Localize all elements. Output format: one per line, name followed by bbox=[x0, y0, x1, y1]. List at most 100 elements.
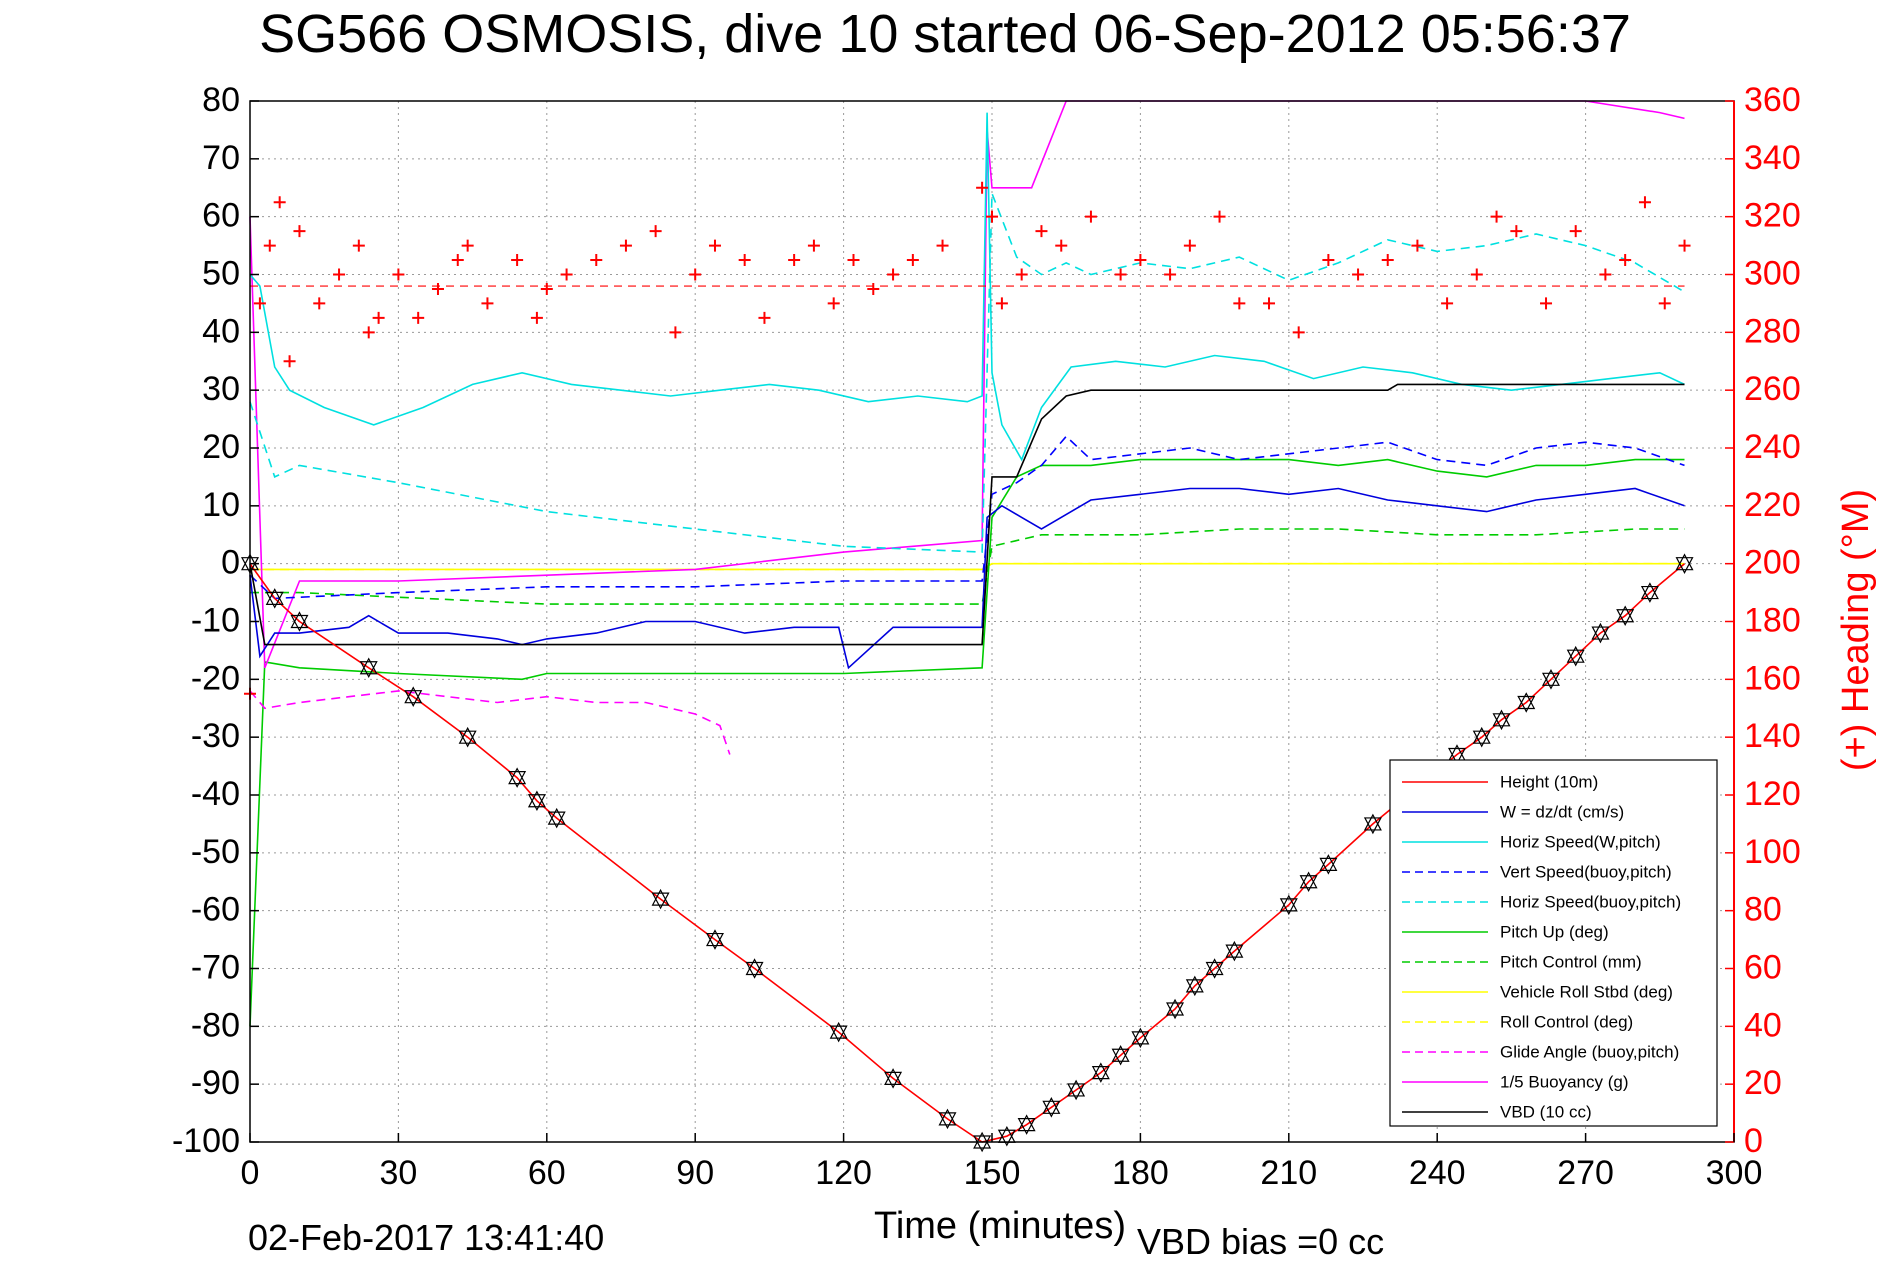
height-marker bbox=[527, 790, 546, 812]
heading-marker bbox=[511, 254, 524, 267]
heading-marker bbox=[263, 239, 276, 252]
heading-marker bbox=[273, 196, 286, 209]
left-y-axis: -100-90-80-70-60-50-40-30-20-10010203040… bbox=[172, 81, 259, 1160]
left-tick-label: 50 bbox=[202, 254, 240, 292]
heading-marker bbox=[431, 282, 444, 295]
height-markers bbox=[241, 553, 1694, 1153]
heading-marker bbox=[451, 254, 464, 267]
heading-marker bbox=[986, 210, 998, 223]
left-tick-label: 70 bbox=[202, 139, 240, 177]
heading-marker bbox=[1352, 268, 1365, 281]
heading-marker bbox=[1569, 225, 1582, 238]
heading-marker bbox=[1213, 210, 1226, 223]
heading-marker bbox=[1638, 196, 1651, 209]
heading-marker bbox=[1134, 254, 1147, 267]
left-tick-label: -20 bbox=[191, 659, 240, 697]
right-tick-label: 100 bbox=[1744, 833, 1801, 871]
heading-marker bbox=[392, 268, 405, 281]
heading-marker bbox=[906, 254, 919, 267]
height-marker bbox=[290, 611, 309, 632]
right-tick-label: 340 bbox=[1744, 139, 1801, 177]
heading-marker bbox=[976, 181, 989, 194]
legend-entry: Pitch Up (deg) bbox=[1500, 922, 1609, 941]
legend-entry: 1/5 Buoyancy (g) bbox=[1500, 1072, 1629, 1091]
heading-marker bbox=[352, 239, 365, 252]
height-marker bbox=[829, 1021, 848, 1043]
height-marker bbox=[1279, 894, 1298, 916]
right-axis-label: (+) Heading (°M) bbox=[1835, 489, 1877, 771]
right-tick-label: 260 bbox=[1744, 370, 1801, 408]
right-tick-label: 360 bbox=[1744, 81, 1801, 119]
heading-marker bbox=[1619, 254, 1632, 267]
heading-marker bbox=[333, 268, 346, 281]
heading-marker bbox=[590, 254, 603, 267]
x-tick-label: 210 bbox=[1260, 1154, 1317, 1192]
chart-title: SG566 OSMOSIS, dive 10 started 06-Sep-20… bbox=[259, 4, 1631, 64]
left-tick-label: -80 bbox=[191, 1006, 240, 1044]
heading-marker bbox=[1540, 297, 1553, 310]
right-tick-label: 20 bbox=[1744, 1064, 1782, 1102]
heading-marker bbox=[807, 239, 820, 252]
heading-marker bbox=[649, 225, 662, 238]
height-marker bbox=[1640, 582, 1659, 603]
legend-entry: Height (10m) bbox=[1500, 772, 1598, 791]
heading-marker bbox=[887, 268, 900, 281]
height-marker bbox=[1225, 940, 1244, 962]
legend-entry: Glide Angle (buoy,pitch) bbox=[1500, 1042, 1679, 1061]
heading-markers bbox=[244, 181, 1691, 700]
heading-marker bbox=[1114, 268, 1127, 281]
right-tick-label: 160 bbox=[1744, 659, 1801, 697]
height-marker bbox=[1131, 1027, 1150, 1049]
right-tick-label: 220 bbox=[1744, 486, 1801, 524]
heading-marker bbox=[1015, 268, 1028, 281]
height-marker bbox=[651, 888, 670, 910]
series-line bbox=[249, 435, 1685, 600]
height-marker bbox=[359, 657, 378, 679]
height-marker bbox=[1299, 871, 1318, 893]
heading-marker bbox=[738, 254, 751, 267]
left-tick-label: 40 bbox=[202, 312, 240, 350]
right-tick-label: 280 bbox=[1744, 312, 1801, 350]
legend: Height (10m) W = dz/dt (cm/s) Horiz Speed(… bbox=[1389, 759, 1718, 1127]
height-marker bbox=[547, 807, 566, 829]
legend-entry: Pitch Control (mm) bbox=[1500, 952, 1642, 971]
height-marker bbox=[1492, 709, 1511, 731]
series-line bbox=[249, 690, 731, 755]
height-marker bbox=[1363, 813, 1382, 835]
heading-marker bbox=[530, 311, 543, 324]
heading-marker bbox=[560, 268, 573, 281]
legend-box bbox=[1389, 759, 1718, 1127]
height-marker bbox=[1517, 692, 1536, 713]
series-line bbox=[249, 193, 1685, 553]
heading-marker bbox=[995, 297, 1008, 310]
series-line bbox=[249, 487, 1685, 670]
left-tick-label: -100 bbox=[172, 1122, 240, 1160]
heading-marker bbox=[313, 297, 326, 310]
heading-marker bbox=[1164, 268, 1177, 281]
height-marker bbox=[1472, 726, 1491, 748]
right-tick-label: 180 bbox=[1744, 601, 1801, 639]
series-line bbox=[249, 383, 1685, 646]
height-marker bbox=[1566, 645, 1585, 667]
height-marker bbox=[1541, 669, 1560, 690]
x-tick-label: 90 bbox=[676, 1154, 714, 1192]
left-tick-label: 20 bbox=[202, 428, 240, 466]
height-marker bbox=[265, 588, 284, 609]
legend-entry: Horiz Speed(W,pitch) bbox=[1500, 832, 1661, 851]
heading-marker bbox=[1263, 297, 1276, 310]
heading-marker bbox=[936, 239, 949, 252]
left-tick-label: 60 bbox=[202, 197, 240, 235]
x-axis-label: Time (minutes) bbox=[874, 1205, 1126, 1247]
x-tick-label: 0 bbox=[241, 1154, 260, 1192]
heading-marker bbox=[1411, 239, 1424, 252]
left-tick-label: 80 bbox=[202, 81, 240, 119]
height-marker bbox=[1675, 553, 1694, 574]
series-line bbox=[249, 458, 1685, 1027]
right-tick-label: 240 bbox=[1744, 428, 1801, 466]
x-tick-label: 300 bbox=[1706, 1154, 1763, 1192]
height-marker bbox=[1091, 1062, 1110, 1083]
heading-marker bbox=[1441, 297, 1454, 310]
right-tick-label: 200 bbox=[1744, 544, 1801, 582]
heading-marker bbox=[867, 282, 880, 295]
height-marker bbox=[973, 1131, 992, 1153]
